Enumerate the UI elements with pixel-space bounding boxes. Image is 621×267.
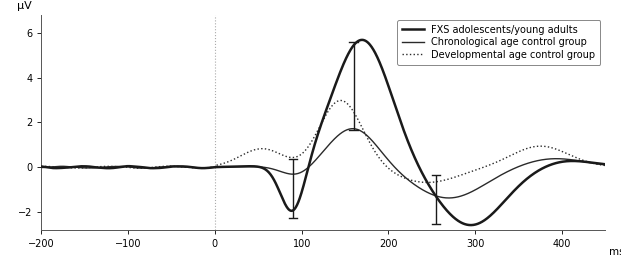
- FXS adolescents/young adults: [38, 165, 45, 168]
- Developmental age control group: [602, 164, 609, 167]
- Chronological age control group: [602, 163, 609, 166]
- Line: Chronological age control group: Chronological age control group: [42, 129, 605, 198]
- Y-axis label: μV: μV: [17, 1, 32, 11]
- Chronological age control group: [359, 131, 366, 134]
- Chronological age control group: [445, 196, 452, 199]
- Legend: FXS adolescents/young adults, Chronological age control group, Developmental age: FXS adolescents/young adults, Chronologi…: [397, 20, 601, 65]
- Chronological age control group: [38, 166, 45, 169]
- Developmental age control group: [42, 165, 50, 168]
- FXS adolescents/young adults: [387, 92, 394, 95]
- Developmental age control group: [424, 181, 431, 184]
- Chronological age control group: [289, 172, 297, 176]
- Developmental age control group: [337, 99, 344, 102]
- Developmental age control group: [359, 127, 366, 130]
- FXS adolescents/young adults: [602, 163, 609, 166]
- FXS adolescents/young adults: [358, 38, 366, 41]
- FXS adolescents/young adults: [289, 209, 297, 212]
- Developmental age control group: [50, 165, 57, 168]
- FXS adolescents/young adults: [359, 38, 366, 41]
- Developmental age control group: [38, 165, 45, 168]
- Chronological age control group: [543, 158, 550, 161]
- FXS adolescents/young adults: [50, 166, 57, 170]
- Line: Developmental age control group: Developmental age control group: [42, 100, 605, 182]
- Chronological age control group: [349, 127, 356, 130]
- FXS adolescents/young adults: [543, 165, 550, 168]
- X-axis label: ms: ms: [609, 247, 621, 257]
- FXS adolescents/young adults: [42, 166, 50, 169]
- Chronological age control group: [42, 166, 50, 169]
- Developmental age control group: [543, 145, 550, 148]
- Developmental age control group: [387, 169, 394, 172]
- Line: FXS adolescents/young adults: FXS adolescents/young adults: [42, 40, 605, 225]
- Developmental age control group: [289, 156, 297, 159]
- Chronological age control group: [387, 161, 394, 164]
- FXS adolescents/young adults: [467, 223, 474, 227]
- Chronological age control group: [50, 165, 57, 168]
